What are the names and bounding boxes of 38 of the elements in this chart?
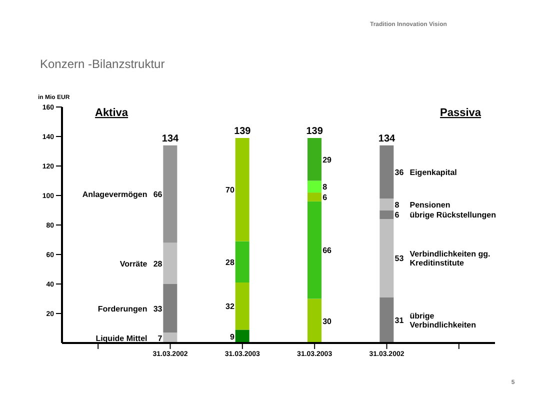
series-label: Anlagevermögen xyxy=(82,190,148,200)
data-label: 6 xyxy=(394,210,400,220)
series-label: Liquide Mittel xyxy=(96,334,148,343)
data-label: 9 xyxy=(230,332,235,342)
bar xyxy=(308,180,322,193)
text: übrige Rückstellungen xyxy=(410,210,496,220)
data-label: 66 xyxy=(322,246,332,256)
data-label: 28 xyxy=(226,258,235,267)
data-label: 8 xyxy=(322,182,328,192)
data-label: 28 xyxy=(153,259,163,268)
text: Pensionen xyxy=(410,200,450,210)
bar xyxy=(163,145,178,243)
data-label: 36 xyxy=(394,168,404,177)
data-label: 7 xyxy=(158,334,163,343)
total-label: 139 xyxy=(234,126,252,137)
annotation: Passiva xyxy=(440,107,482,119)
series-label: Vorräte xyxy=(120,259,148,268)
data-label: 30 xyxy=(322,316,332,326)
data-label: 32 xyxy=(226,302,235,312)
data-label: 70 xyxy=(226,186,235,195)
bar xyxy=(308,138,322,181)
data-label: 29 xyxy=(322,155,332,164)
data-label: 6 xyxy=(322,192,328,202)
bar xyxy=(235,330,250,343)
data-label: 8 xyxy=(394,200,400,210)
chart-title: Konzern -Bilanzstruktur xyxy=(40,57,165,71)
text: Verbindlichkeiten gg. Kreditinstitute xyxy=(410,250,490,268)
data-label: 31 xyxy=(394,316,404,326)
series-label: Forderungen xyxy=(98,304,148,314)
text: Eigenkapital xyxy=(410,168,457,177)
data-label: 53 xyxy=(394,254,404,264)
annotation: Aktiva xyxy=(95,107,129,119)
data-label: 66 xyxy=(153,190,163,200)
total-label: 134 xyxy=(378,133,396,144)
text: übrige Verbindlichkeiten xyxy=(410,312,476,330)
total-label: 139 xyxy=(306,126,324,137)
data-label: 33 xyxy=(153,304,163,314)
total-label: 134 xyxy=(162,133,180,144)
